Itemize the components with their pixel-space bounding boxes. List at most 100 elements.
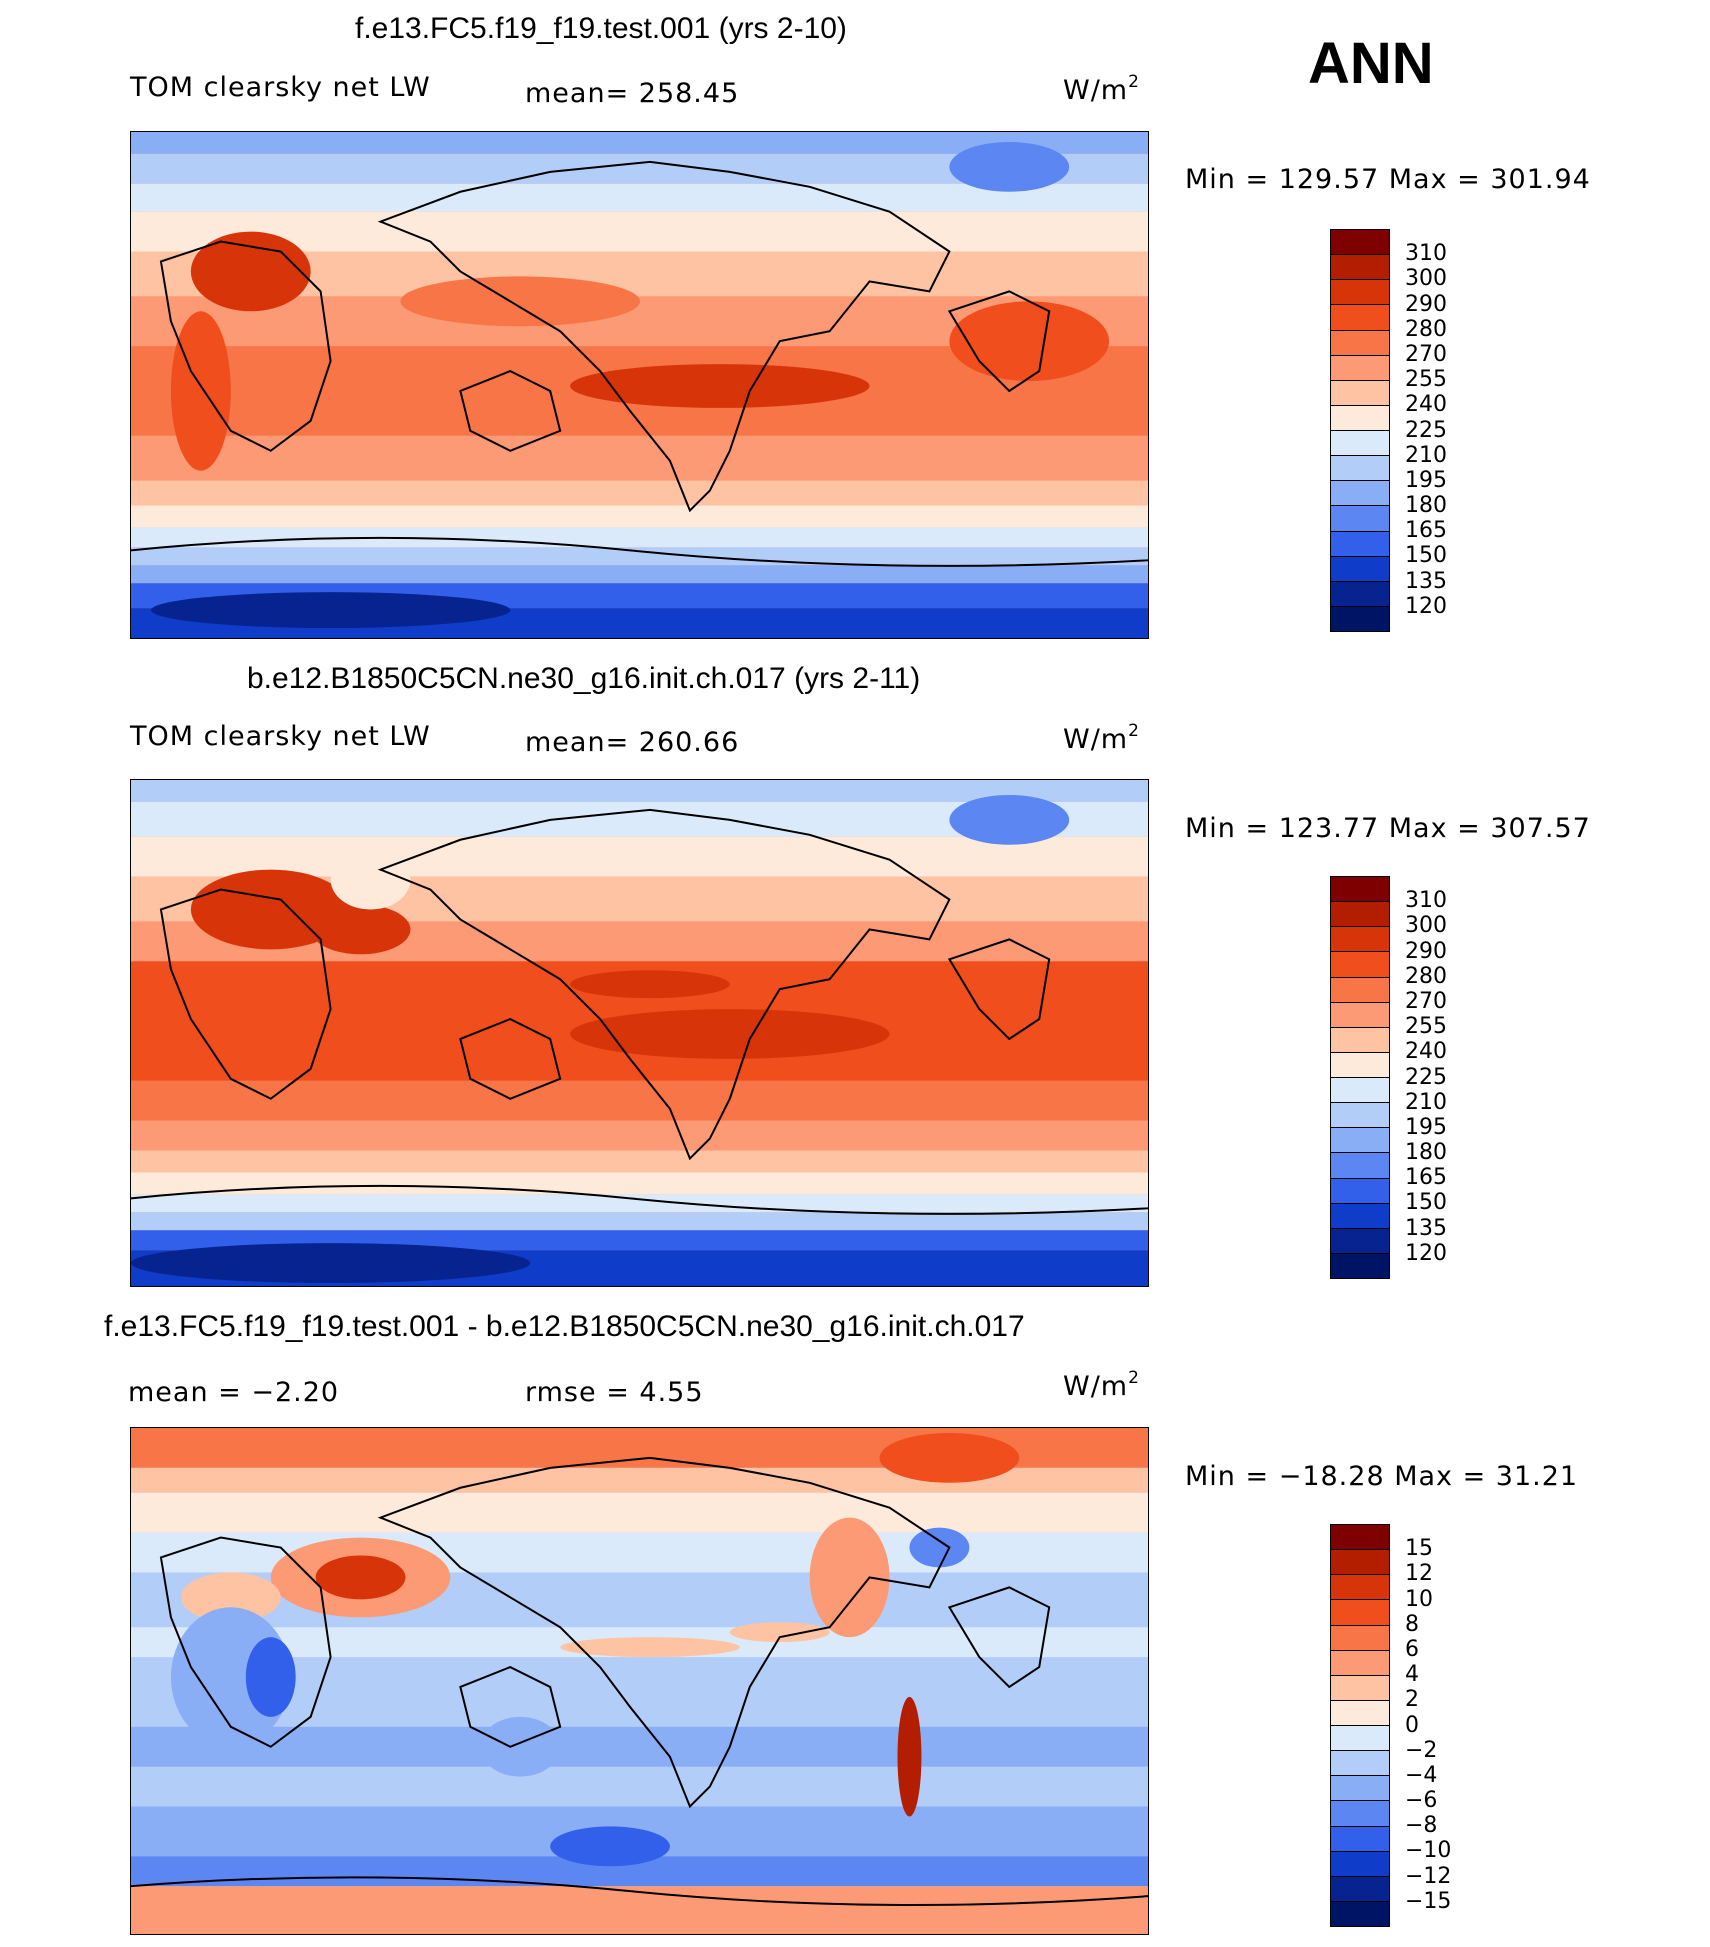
colorbar-tick-label: 225 bbox=[1405, 1064, 1447, 1090]
colorbar-tick-label: 290 bbox=[1405, 938, 1447, 964]
colorbar-swatch bbox=[1331, 330, 1389, 356]
panel-1-mean: mean= 258.45 bbox=[525, 78, 740, 109]
colorbar-swatch bbox=[1331, 1650, 1389, 1676]
colorbar-tick-label: 15 bbox=[1405, 1536, 1433, 1562]
colorbar-tick-label: 255 bbox=[1405, 1014, 1447, 1040]
colorbar-swatch bbox=[1331, 1228, 1389, 1254]
colorbar-tick-label: 210 bbox=[1405, 1089, 1447, 1115]
colorbar-swatch bbox=[1331, 280, 1389, 306]
colorbar-swatch bbox=[1331, 902, 1389, 928]
colorbar-tick-label: 240 bbox=[1405, 392, 1447, 418]
colorbar-tick-label: 120 bbox=[1405, 1240, 1447, 1266]
colorbar-tick-label: 180 bbox=[1405, 1140, 1447, 1166]
colorbar-swatch bbox=[1331, 1700, 1389, 1726]
colorbar-tick-label: 12 bbox=[1405, 1561, 1433, 1587]
colorbar-swatch bbox=[1331, 1575, 1389, 1601]
panel-2-variable: TOM clearsky net LW bbox=[130, 721, 431, 752]
colorbar-tick-label: −10 bbox=[1405, 1838, 1452, 1864]
colorbar-swatch bbox=[1331, 255, 1389, 281]
colorbar-tick-label: 240 bbox=[1405, 1039, 1447, 1065]
panel-3-units: W/m2 bbox=[1063, 1368, 1140, 1402]
panel-3-rmse: rmse = 4.55 bbox=[525, 1377, 704, 1408]
colorbar-tick-label: 180 bbox=[1405, 493, 1447, 519]
panel-2-units-base: W/m bbox=[1063, 724, 1129, 755]
colorbar-tick-label: 10 bbox=[1405, 1586, 1433, 1612]
colorbar-swatch bbox=[1331, 405, 1389, 431]
panel-3-map bbox=[130, 1427, 1149, 1935]
colorbar-tick-label: 8 bbox=[1405, 1611, 1419, 1637]
colorbar-swatch bbox=[1331, 606, 1389, 631]
colorbar-swatch bbox=[1331, 1203, 1389, 1229]
panel-2-title: b.e12.B1850C5CN.ne30_g16.init.ch.017 (yr… bbox=[247, 662, 921, 695]
colorbar-tick-label: −6 bbox=[1405, 1788, 1438, 1814]
colorbar-tick-label: 120 bbox=[1405, 593, 1447, 619]
colorbar-tick-label: 270 bbox=[1405, 341, 1447, 367]
colorbar-tick-label: 300 bbox=[1405, 913, 1447, 939]
colorbar-swatch bbox=[1331, 355, 1389, 381]
colorbar-tick-label: 280 bbox=[1405, 316, 1447, 342]
colorbar-swatch bbox=[1331, 1052, 1389, 1078]
colorbar-tick-label: 210 bbox=[1405, 442, 1447, 468]
colorbar-swatch bbox=[1331, 1776, 1389, 1802]
colorbar-swatch bbox=[1331, 1751, 1389, 1777]
panel-3-title: f.e13.FC5.f19_f19.test.001 - b.e12.B1850… bbox=[104, 1310, 1025, 1343]
panel-3-minmax: Min = −18.28 Max = 31.21 bbox=[1185, 1461, 1579, 1492]
season-label: ANN bbox=[1308, 31, 1434, 96]
colorbar-swatch bbox=[1331, 927, 1389, 953]
colorbar-swatch bbox=[1331, 1876, 1389, 1902]
colorbar-swatch bbox=[1331, 506, 1389, 532]
panel-1-minmax: Min = 129.57 Max = 301.94 bbox=[1185, 164, 1591, 195]
colorbar-tick-label: −12 bbox=[1405, 1863, 1452, 1889]
colorbar-swatch bbox=[1331, 952, 1389, 978]
colorbar-swatch bbox=[1331, 1801, 1389, 1827]
colorbar-tick-label: 280 bbox=[1405, 963, 1447, 989]
panel-2-map-svg bbox=[131, 780, 1148, 1286]
colorbar-tick-label: 165 bbox=[1405, 518, 1447, 544]
colorbar-swatch bbox=[1331, 456, 1389, 482]
colorbar-tick-label: 2 bbox=[1405, 1687, 1419, 1713]
colorbar-tick-label: 195 bbox=[1405, 1114, 1447, 1140]
colorbar-swatch bbox=[1331, 1901, 1389, 1926]
colorbar-swatch bbox=[1331, 1128, 1389, 1154]
panel-1-title: f.e13.FC5.f19_f19.test.001 (yrs 2-10) bbox=[355, 12, 847, 45]
colorbar-tick-label: 0 bbox=[1405, 1712, 1419, 1738]
colorbar-tick-label: 6 bbox=[1405, 1636, 1419, 1662]
colorbar-tick-label: 150 bbox=[1405, 1190, 1447, 1216]
panel-3-colorbar bbox=[1330, 1524, 1390, 1927]
colorbar-tick-label: −8 bbox=[1405, 1813, 1438, 1839]
panel-1-map-svg bbox=[131, 132, 1148, 638]
colorbar-swatch bbox=[1331, 1153, 1389, 1179]
colorbar-tick-label: 270 bbox=[1405, 988, 1447, 1014]
panel-3-mean: mean = −2.20 bbox=[128, 1377, 340, 1408]
colorbar-swatch bbox=[1331, 1550, 1389, 1576]
colorbar-tick-label: −2 bbox=[1405, 1737, 1438, 1763]
colorbar-swatch bbox=[1331, 531, 1389, 557]
colorbar-swatch bbox=[1331, 1103, 1389, 1129]
panel-3-units-exponent: 2 bbox=[1128, 1368, 1140, 1388]
colorbar-swatch bbox=[1331, 977, 1389, 1003]
colorbar-swatch bbox=[1331, 1826, 1389, 1852]
colorbar-swatch bbox=[1331, 380, 1389, 406]
panel-2-colorbar bbox=[1330, 876, 1390, 1279]
colorbar-swatch bbox=[1331, 431, 1389, 457]
colorbar-tick-label: 310 bbox=[1405, 241, 1447, 267]
colorbar-swatch bbox=[1331, 556, 1389, 582]
colorbar-tick-label: 165 bbox=[1405, 1165, 1447, 1191]
colorbar-swatch bbox=[1331, 305, 1389, 331]
colorbar-tick-label: 4 bbox=[1405, 1662, 1419, 1688]
panel-1-colorbar bbox=[1330, 229, 1390, 632]
colorbar-swatch bbox=[1331, 1178, 1389, 1204]
panel-2-mean: mean= 260.66 bbox=[525, 727, 740, 758]
panel-1-variable: TOM clearsky net LW bbox=[130, 72, 431, 103]
colorbar-swatch bbox=[1331, 1027, 1389, 1053]
colorbar-tick-label: 135 bbox=[1405, 568, 1447, 594]
colorbar-tick-label: 150 bbox=[1405, 543, 1447, 569]
panel-1-map bbox=[130, 131, 1149, 639]
colorbar-tick-label: 195 bbox=[1405, 467, 1447, 493]
colorbar-tick-label: 310 bbox=[1405, 888, 1447, 914]
colorbar-swatch bbox=[1331, 581, 1389, 607]
colorbar-swatch bbox=[1331, 1726, 1389, 1752]
colorbar-swatch bbox=[1331, 877, 1389, 903]
panel-2-units: W/m2 bbox=[1063, 721, 1140, 755]
